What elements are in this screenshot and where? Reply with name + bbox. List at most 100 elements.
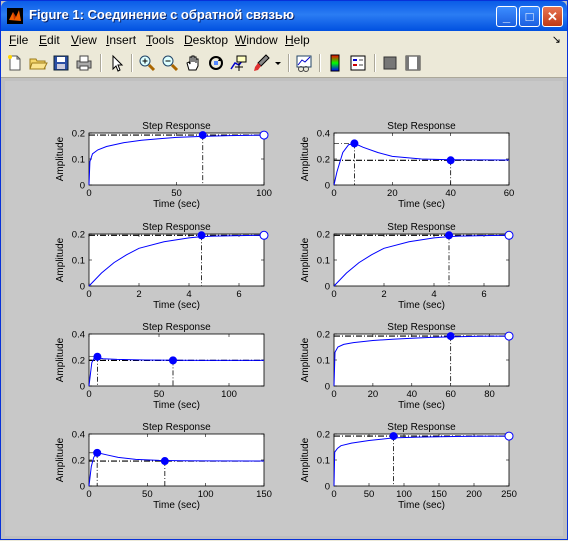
step-response-curve [88, 452, 265, 487]
menu-insert[interactable]: Insert [106, 33, 137, 47]
toolbar-separator [319, 54, 321, 72]
y-tick-label: 0.1 [72, 155, 85, 166]
x-tick-label: 0 [331, 188, 336, 199]
subplot-3[interactable]: 0 2 4 6 0 0.1 0.2 Step Response Time (sec) Amplit… [55, 222, 269, 311]
maximize-button[interactable]: □ [519, 6, 540, 27]
subplot-2[interactable]: 0 20 40 60 0 0.2 0.4 Step Response Time (sec) Amp… [300, 121, 514, 210]
x-tick-label: 60 [445, 389, 456, 400]
x-tick-label: 6 [236, 289, 241, 300]
x-tick-label: 150 [431, 489, 447, 500]
rotate-3d-icon[interactable] [206, 53, 226, 73]
step-response-curve [333, 435, 510, 487]
x-tick-label: 200 [466, 489, 482, 500]
x-tick-label: 250 [501, 489, 517, 500]
minimize-button[interactable]: _ [496, 6, 517, 27]
x-tick-label: 100 [198, 489, 214, 500]
menu-help[interactable]: Help [285, 33, 310, 47]
subplot-7[interactable]: 0 50 100 150 0 0.2 0.4 Step Response Time (sec) A… [55, 422, 272, 511]
x-tick-label: 0 [86, 289, 91, 300]
x-tick-label: 100 [256, 188, 272, 199]
x-tick-label: 100 [221, 389, 237, 400]
y-tick-label: 0 [325, 482, 330, 493]
x-tick-label: 50 [142, 489, 153, 500]
x-tick-label: 20 [387, 188, 398, 199]
close-button[interactable]: ✕ [542, 6, 563, 27]
x-tick-label: 100 [396, 489, 412, 500]
open-folder-icon[interactable] [28, 53, 48, 73]
brush-dropdown-icon[interactable] [273, 53, 283, 73]
x-tick-label: 6 [481, 289, 486, 300]
chart-title: Step Response [387, 322, 456, 333]
figure-canvas[interactable]: 0 50 100 0 0.1 0.2 Step Response Time (sec) Ampl… [5, 81, 563, 536]
settling-time-marker [446, 156, 455, 165]
step-response-curve [333, 142, 510, 186]
show-plot-tools-icon[interactable] [403, 53, 423, 73]
save-icon[interactable] [51, 53, 71, 73]
x-tick-label: 0 [86, 188, 91, 199]
zoom-out-icon[interactable] [160, 53, 180, 73]
y-axis-label: Amplitude [55, 437, 66, 482]
y-tick-label: 0.2 [317, 230, 330, 241]
pointer-icon[interactable] [107, 53, 127, 73]
x-axis-label: Time (sec) [153, 500, 200, 511]
menu-file[interactable]: File [9, 33, 29, 47]
x-tick-label: 60 [504, 188, 515, 199]
colorbar-icon[interactable] [325, 53, 345, 73]
x-tick-label: 50 [364, 489, 375, 500]
steady-state-marker [504, 331, 514, 341]
menu-bar: File Edit View Insert Tools Desktop Wind… [1, 31, 567, 49]
hide-plot-tools-icon[interactable] [380, 53, 400, 73]
pan-hand-icon[interactable] [183, 53, 203, 73]
y-tick-label: 0.4 [317, 129, 330, 140]
new-file-icon[interactable] [5, 53, 25, 73]
menu-window[interactable]: Window [235, 33, 278, 47]
y-tick-label: 0 [325, 382, 330, 393]
chart-title: Step Response [142, 422, 211, 433]
x-tick-label: 0 [331, 389, 336, 400]
brush-icon[interactable] [252, 53, 272, 73]
x-tick-label: 2 [381, 289, 386, 300]
y-tick-label: 0.4 [72, 330, 85, 341]
subplot-5[interactable]: 0 50 100 0 0.2 0.4 Step Response Time (sec) Ampl… [55, 322, 265, 411]
zoom-in-icon[interactable] [137, 53, 157, 73]
x-tick-label: 20 [368, 389, 379, 400]
subplot-6[interactable]: 0 20 40 60 80 0 0.1 0.2 Step Response Time (sec) A… [300, 322, 514, 411]
axes-box [88, 132, 265, 186]
settling-time-marker [445, 231, 453, 240]
y-tick-label: 0 [325, 282, 330, 293]
y-tick-label: 0.2 [317, 155, 330, 166]
menu-edit[interactable]: Edit [39, 33, 60, 47]
title-bar[interactable]: Figure 1: Соединение с обратной связью _… [1, 1, 567, 31]
axes-box [88, 233, 265, 287]
window-title: Figure 1: Соединение с обратной связью [29, 7, 295, 22]
subplot-8[interactable]: 0 50 100 150 200 250 0 0.1 0.2 Step Response Time … [300, 422, 517, 511]
subplot-1[interactable]: 0 50 100 0 0.1 0.2 Step Response Time (sec) Ampl… [55, 121, 272, 210]
print-icon[interactable] [74, 53, 94, 73]
steady-state-marker [504, 230, 514, 240]
axes-box [88, 433, 265, 487]
y-tick-label: 0.2 [72, 456, 85, 467]
menu-desktop[interactable]: Desktop [184, 33, 229, 47]
menu-view[interactable]: View [71, 33, 97, 47]
x-tick-label: 2 [136, 289, 141, 300]
link-plot-icon[interactable] [294, 53, 314, 73]
step-response-curve [333, 234, 510, 287]
subplot-grid[interactable]: 0 50 100 0 0.1 0.2 Step Response Time (sec) Ampl… [5, 81, 563, 536]
menubar-dock-arrow-icon[interactable]: ↘ [551, 34, 561, 46]
y-axis-label: Amplitude [55, 337, 66, 382]
y-tick-label: 0.1 [317, 356, 330, 367]
chart-title: Step Response [142, 322, 211, 333]
y-tick-label: 0.1 [317, 256, 330, 267]
legend-icon[interactable] [348, 53, 368, 73]
chart-title: Step Response [387, 422, 456, 433]
x-axis-label: Time (sec) [398, 400, 445, 411]
x-tick-label: 0 [86, 389, 91, 400]
x-axis-label: Time (sec) [398, 300, 445, 311]
menu-tools[interactable]: Tools [146, 33, 175, 47]
subplot-4[interactable]: 0 2 4 6 0 0.1 0.2 Step Response Time (sec) Amplit… [300, 222, 514, 311]
settling-time-marker [169, 356, 177, 365]
x-tick-label: 40 [445, 188, 456, 199]
data-cursor-icon[interactable] [229, 53, 249, 73]
x-tick-label: 50 [154, 389, 165, 400]
